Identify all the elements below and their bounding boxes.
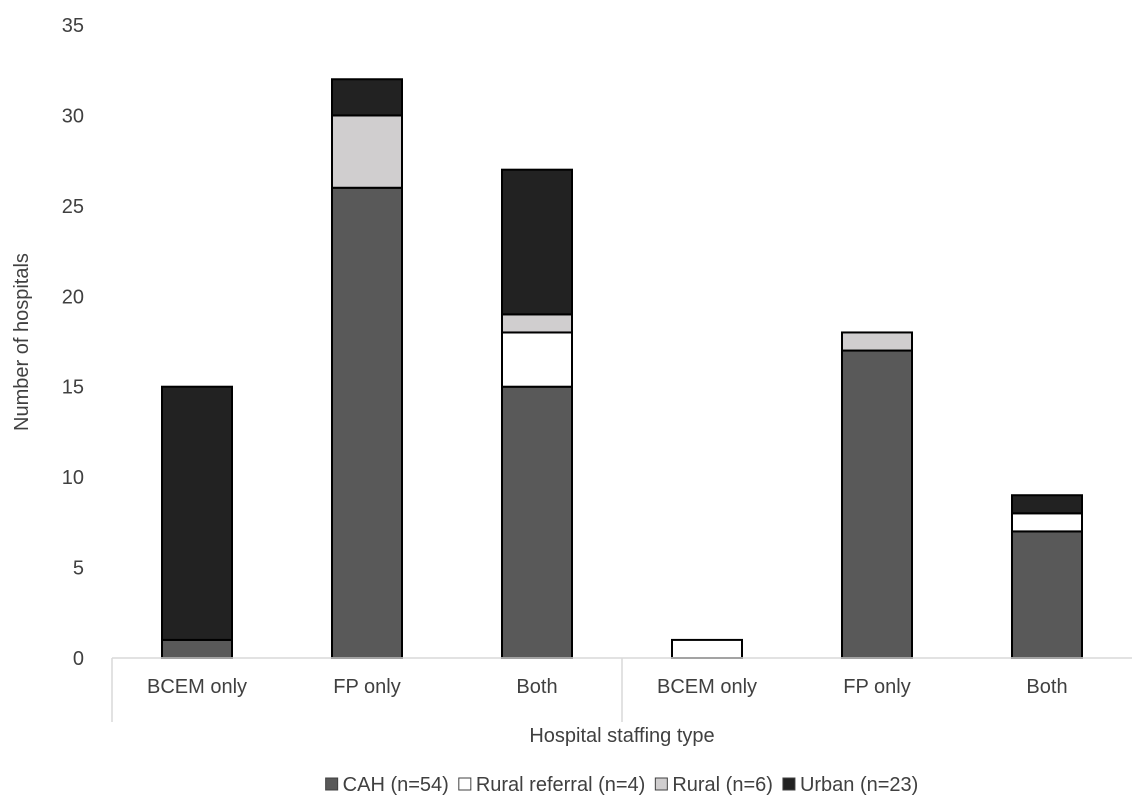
x-tick-label: BCEM only	[657, 676, 757, 698]
bar-segment-urban	[501, 168, 573, 316]
bar-segment-rural	[841, 331, 913, 352]
x-tick-label: FP only	[333, 676, 400, 698]
x-axis-title: Hospital staffing type	[529, 725, 714, 747]
bar-segment-cah	[1011, 530, 1083, 660]
y-tick-label: 25	[62, 196, 84, 218]
x-tick-label: Both	[1026, 676, 1067, 698]
bar-segment-cah	[331, 186, 403, 659]
x-tick-label: Both	[516, 676, 557, 698]
x-axis-ticks: BCEM only FP only Both BCEM only FP only Both	[147, 676, 1068, 698]
bar-segment-urban	[1011, 494, 1083, 515]
bar-segment-urban	[161, 385, 233, 641]
legend-entry: Urban (n=23)	[800, 774, 918, 796]
legend: CAH (n=54) Rural referral (n=4) Rural (n=6…	[325, 774, 918, 796]
x-tick-label: BCEM only	[147, 676, 247, 698]
bar-segment-rural	[1011, 512, 1083, 533]
legend-entry: Rural (n=6)	[672, 774, 773, 796]
bar-segment-cah	[841, 349, 913, 659]
legend-swatch	[654, 777, 668, 791]
y-tick-label: 0	[73, 648, 84, 670]
bar-segment-rural	[501, 331, 573, 388]
y-tick-label: 5	[73, 558, 84, 580]
bar-segment-rural	[671, 638, 743, 660]
legend-entry: CAH (n=54)	[343, 774, 449, 796]
bar-segment-rural	[501, 313, 573, 334]
bar-segment-cah	[161, 638, 233, 660]
bar-segment-urban	[331, 78, 403, 117]
x-tick-label: FP only	[843, 676, 910, 698]
x-axis	[111, 657, 1132, 722]
bar-segment-rural	[331, 114, 403, 189]
y-axis-title: Number of hospitals	[11, 253, 33, 431]
bar-group	[161, 78, 1083, 660]
bar-segment-cah	[501, 385, 573, 659]
legend-swatch	[325, 777, 339, 791]
y-tick-label: 10	[62, 467, 84, 489]
legend-entry: Rural referral (n=4)	[476, 774, 646, 796]
legend-swatch	[458, 777, 472, 791]
y-axis-ticks: 0 5 10 15 20 25 30 35	[62, 15, 84, 670]
y-tick-label: 35	[62, 15, 84, 37]
y-tick-label: 30	[62, 105, 84, 127]
y-tick-label: 20	[62, 286, 84, 308]
legend-swatch	[782, 777, 796, 791]
y-tick-label: 15	[62, 377, 84, 399]
